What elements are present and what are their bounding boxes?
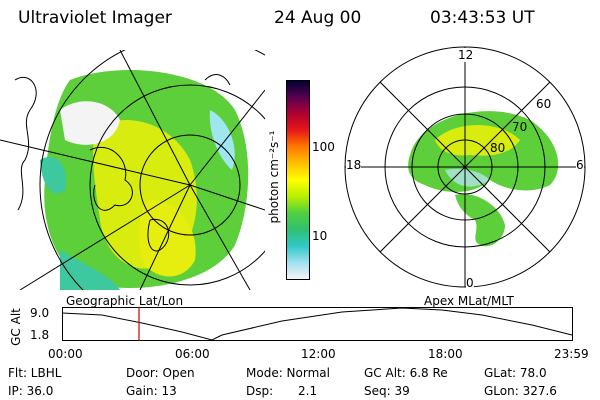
info-dsp-label: Dsp: [246, 384, 274, 398]
timeline-ytick-9: 9.0 [30, 306, 50, 320]
info-mode: Mode: Normal [246, 366, 330, 380]
info-door: Door: Open [126, 366, 195, 380]
time-label: 03:43:53 UT [430, 8, 535, 28]
instrument-title: Ultraviolet Imager [18, 8, 172, 28]
colorbar-unit-label: photon cm⁻²s⁻¹ [267, 130, 281, 224]
info-glat: GLat: 78.0 [484, 366, 547, 380]
timeline-ytick-1.8: 1.8 [30, 328, 50, 342]
info-flt: Flt: LBHL [8, 366, 62, 380]
timeline-axis-label: GC Alt [9, 308, 23, 346]
info-glon: GLon: 327.6 [484, 384, 557, 398]
timeline-xtick-1800: 18:00 [428, 347, 463, 361]
info-ip: IP: 36.0 [8, 384, 54, 398]
timeline-xtick-2359: 23:59 [554, 347, 589, 361]
info-seq: Seq: 39 [364, 384, 410, 398]
mlt-label-12: 12 [458, 48, 474, 62]
info-gcalt: GC Alt: 6.8 Re [364, 366, 448, 380]
mlat-label-80: 80 [490, 141, 506, 155]
geographic-image [0, 50, 265, 290]
mlt-label-0: 0 [466, 276, 474, 290]
info-gain: Gain: 13 [126, 384, 177, 398]
mlat-label-60: 60 [536, 97, 552, 111]
colorbar-tick-100: 100 [312, 140, 335, 154]
mlt-label-18: 18 [346, 158, 362, 172]
timeline-xtick-0600: 06:00 [175, 347, 210, 361]
colorbar-tick-10: 10 [312, 229, 328, 243]
timeline-plot [62, 307, 573, 341]
geographic-caption: Geographic Lat/Lon [66, 294, 184, 308]
colorbar [286, 80, 310, 280]
date-label: 24 Aug 00 [274, 8, 362, 28]
colorbar-gradient [287, 81, 309, 279]
timeline-xtick-0000: 00:00 [48, 347, 83, 361]
polar-plot [344, 46, 586, 288]
timeline-xtick-1200: 12:00 [301, 347, 336, 361]
mlat-label-70: 70 [512, 120, 528, 134]
mlt-label-6: 6 [576, 158, 584, 172]
apex-caption: Apex MLat/MLT [424, 294, 514, 308]
info-dsp-value: 2.1 [298, 384, 318, 398]
